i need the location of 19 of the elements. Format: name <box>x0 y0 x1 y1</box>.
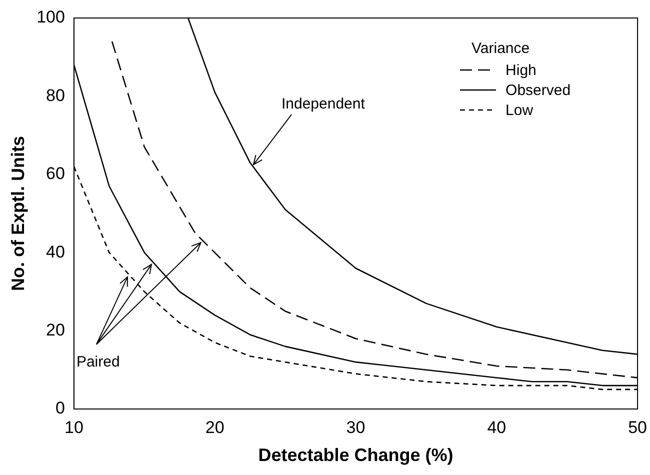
y-tick-label: 100 <box>36 8 65 27</box>
y-tick-label: 20 <box>46 320 65 340</box>
x-tick-label: 40 <box>487 418 506 437</box>
annotation: Independent <box>281 96 366 113</box>
y-tick-label: 60 <box>46 164 65 184</box>
y-tick-label: 0 <box>55 398 65 418</box>
x-tick-label: 10 <box>64 418 84 437</box>
y-axis-title: No. of Exptl. Units <box>8 136 28 291</box>
legend-label: High <box>506 62 536 78</box>
x-tick-label: 20 <box>205 418 224 437</box>
legend-label: Low <box>506 102 534 118</box>
x-tick-label: 50 <box>628 418 648 437</box>
x-axis-title: Detectable Change (%) <box>258 445 454 466</box>
legend-label: Observed <box>506 82 571 98</box>
legend-title: Variance <box>472 40 531 57</box>
annotation: Paired <box>76 353 120 370</box>
y-tick-label: 80 <box>46 86 65 105</box>
x-tick-label: 30 <box>346 418 366 437</box>
y-tick-label: 40 <box>46 242 65 262</box>
